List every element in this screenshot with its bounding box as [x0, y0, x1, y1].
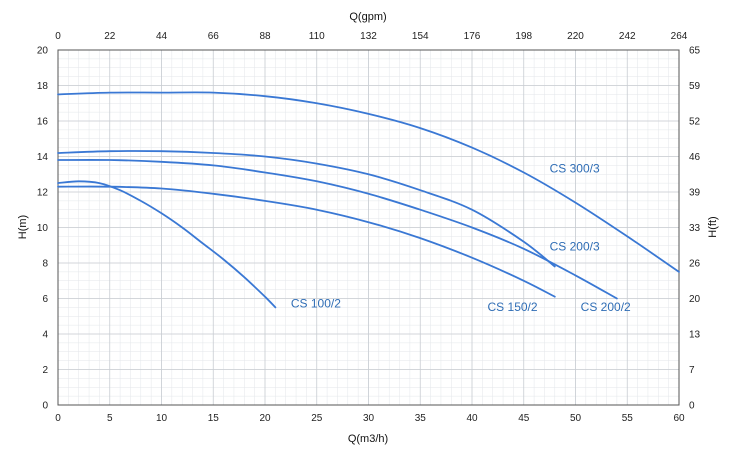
tick-layer: 0 5 10 15 20 25 30 35 40 45 50 55 600 22 44 66 88 110 132 1… [37, 31, 701, 424]
y-tick-label: 14 [37, 152, 49, 163]
x2-tick-label: 264 [671, 31, 688, 42]
x-tick-label: 20 [259, 413, 271, 424]
curve-label-cs-150-2: CS 150/2 [488, 300, 538, 314]
curve-label-layer: CS 100/2 CS 150/2 CS 200/2 CS 200/3 CS 300/3 [291, 161, 631, 313]
series-line-cs-200-3 [57, 150, 556, 268]
x-tick-label: 40 [466, 413, 478, 424]
x2-tick-label: 0 [55, 31, 61, 42]
y2-tick-label: 20 [689, 294, 701, 305]
curve-label-cs-100-2: CS 100/2 [291, 296, 341, 310]
x-tick-label: 55 [622, 413, 634, 424]
x-tick-label: 10 [156, 413, 168, 424]
y-tick-label: 4 [42, 330, 48, 341]
x-tick-label: 30 [363, 413, 375, 424]
series-line-cs-200-2 [57, 159, 618, 300]
y2-tick-label: 65 [689, 46, 701, 57]
x2-tick-label: 220 [567, 31, 584, 42]
y-tick-label: 6 [42, 294, 48, 305]
y-tick-label: 12 [37, 188, 49, 199]
y2-axis-label: H(ft) [707, 216, 719, 237]
x2-tick-label: 88 [259, 31, 271, 42]
y2-tick-label: 0 [689, 401, 695, 412]
curve-label-cs-300-3: CS 300/3 [550, 161, 600, 175]
y2-tick-label: 7 [689, 365, 695, 376]
x2-tick-label: 242 [619, 31, 636, 42]
y2-tick-label: 59 [689, 81, 701, 92]
x2-tick-label: 176 [464, 31, 481, 42]
y2-tick-label: 13 [689, 330, 701, 341]
y2-tick-label: 33 [689, 223, 701, 234]
x-tick-label: 60 [673, 413, 685, 424]
series-line-cs-100-2 [57, 180, 277, 309]
x2-tick-label: 110 [309, 31, 325, 42]
x2-tick-label: 198 [515, 31, 532, 42]
y-tick-label: 10 [37, 223, 49, 234]
y2-tick-label: 26 [689, 259, 701, 270]
major-grid [57, 49, 680, 406]
x2-tick-label: 132 [360, 31, 377, 42]
series-line-cs-300-3 [57, 91, 680, 273]
y-tick-label: 0 [42, 401, 48, 412]
y2-tick-label: 52 [689, 117, 701, 128]
x-tick-label: 45 [518, 413, 530, 424]
curve-label-cs-200-3: CS 200/3 [550, 240, 600, 254]
series-line-cs-150-2 [57, 185, 556, 298]
x-tick-label: 50 [570, 413, 582, 424]
x-tick-label: 25 [311, 413, 323, 424]
y2-tick-label: 46 [689, 152, 701, 163]
x-tick-label: 5 [107, 413, 113, 424]
y-axis-label: H(m) [17, 215, 29, 239]
y-tick-label: 16 [37, 117, 49, 128]
series-layer [57, 91, 680, 309]
curve-label-cs-200-2: CS 200/2 [581, 300, 631, 314]
plot-frame [57, 49, 680, 406]
x2-axis-label: Q(gpm) [349, 11, 386, 23]
y-tick-label: 2 [42, 365, 48, 376]
y-tick-label: 20 [37, 46, 49, 57]
x2-tick-label: 22 [104, 31, 116, 42]
x-tick-label: 35 [415, 413, 427, 424]
y-tick-label: 18 [37, 81, 49, 92]
x-tick-label: 0 [55, 413, 61, 424]
x2-tick-label: 154 [412, 31, 429, 42]
y-tick-label: 8 [42, 259, 48, 270]
x-tick-label: 15 [208, 413, 220, 424]
y2-tick-label: 39 [689, 188, 701, 199]
x-axis-label: Q(m3/h) [348, 433, 388, 445]
x2-tick-label: 66 [208, 31, 220, 42]
x2-tick-label: 44 [156, 31, 168, 42]
